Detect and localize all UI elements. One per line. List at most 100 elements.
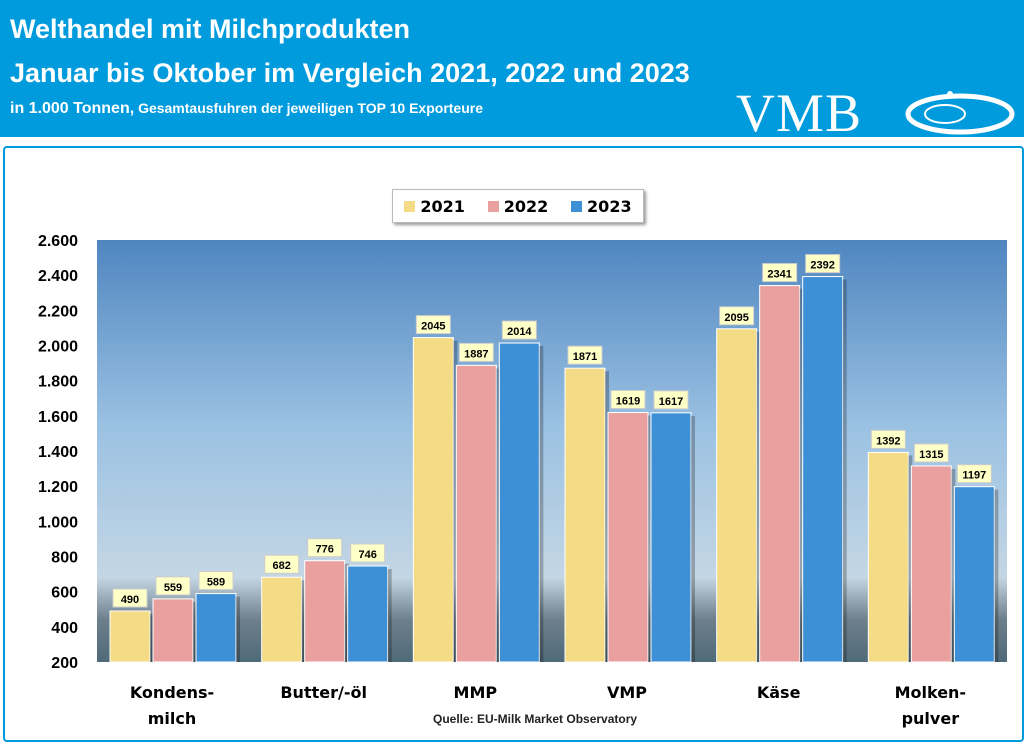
bar-2021	[564, 367, 606, 663]
y-tick-label: 1.200	[38, 479, 78, 496]
legend-swatch	[571, 200, 583, 212]
bar-shadow	[344, 563, 349, 662]
x-tick-label: VMP	[606, 683, 648, 702]
legend-item-2022: 2022	[487, 196, 549, 216]
bar-shadow	[842, 279, 847, 662]
data-label-box	[913, 443, 949, 463]
bar-shadow	[150, 614, 154, 662]
x-tick-label: Butter/-öl	[280, 683, 367, 702]
bar-2023	[347, 565, 389, 663]
data-label-box	[415, 315, 451, 335]
bar-shadow	[908, 455, 913, 662]
y-tick-label: 1.400	[38, 444, 78, 461]
y-tick-label: 600	[51, 585, 78, 602]
page-subtitle: Januar bis Oktober im Vergleich 2021, 20…	[10, 58, 690, 88]
data-label-box	[719, 306, 755, 326]
logo-swoosh-icon	[905, 91, 1015, 135]
legend-label: 2022	[503, 196, 549, 216]
y-tick-label: 200	[51, 655, 78, 672]
data-label: 1617	[659, 396, 683, 408]
data-label: 1887	[464, 348, 488, 360]
header: Welthandel mit Milchprodukten Januar bis…	[0, 0, 1024, 143]
page-title: Welthandel mit Milchprodukten	[10, 14, 411, 44]
data-label: 682	[272, 560, 290, 572]
bar-shadow	[387, 568, 392, 662]
data-label-box	[458, 342, 494, 362]
data-label: 2341	[767, 269, 791, 281]
data-label-box	[350, 543, 386, 563]
legend-item-2021: 2021	[404, 197, 465, 216]
bar-2023	[195, 593, 237, 663]
bar-shadow	[691, 415, 695, 662]
x-tick-label: Käse	[756, 683, 801, 702]
data-label-box	[264, 554, 300, 574]
bar-shadow	[496, 368, 501, 662]
legend-swatch	[404, 200, 416, 212]
x-tick-label: Kondens-milch	[129, 683, 215, 728]
bar-2021	[261, 576, 303, 663]
data-label: 2392	[810, 260, 834, 272]
bar-2023	[650, 412, 692, 663]
legend: 2021 2022 2023	[392, 189, 644, 223]
bar-2022	[759, 285, 801, 663]
bar-shadow	[539, 346, 544, 662]
bar-shadow	[648, 415, 652, 662]
bar-shadow	[799, 288, 804, 662]
legend-swatch	[487, 200, 499, 212]
y-tick-label: 2.200	[38, 303, 78, 320]
data-label-box	[112, 588, 148, 608]
source-note: Quelle: EU-Milk Market Observatory	[433, 712, 638, 726]
plot-background-photo	[97, 240, 1007, 662]
bar-shadow	[994, 489, 999, 662]
data-label: 2045	[421, 321, 445, 333]
legend-item-2023: 2023	[571, 197, 632, 216]
bar-shadow	[236, 596, 240, 662]
data-label-box	[762, 263, 798, 283]
bar-shadow	[605, 371, 609, 662]
data-label-box	[307, 538, 343, 558]
data-label: 776	[315, 544, 333, 556]
data-label: 1315	[919, 449, 943, 461]
data-label: 490	[121, 594, 139, 606]
y-tick-label: 400	[51, 620, 78, 637]
data-label-box	[653, 390, 689, 410]
data-label-box	[805, 254, 841, 274]
bar-shadow	[756, 331, 761, 662]
bar-2022	[455, 364, 497, 663]
unit-note-b: Gesamtausfuhren der jeweiligen TOP 10 Ex…	[138, 100, 483, 116]
data-label-box	[956, 464, 992, 484]
bar-2021	[412, 337, 454, 663]
y-tick-label: 1.800	[38, 374, 78, 391]
bar-2023	[498, 342, 540, 663]
y-tick-label: 2.600	[38, 233, 78, 250]
data-label: 1197	[962, 470, 986, 482]
data-label: 2014	[507, 326, 532, 338]
data-label: 1619	[616, 395, 640, 407]
bar-shadow	[301, 580, 306, 662]
x-tick-label: Molken-pulver	[894, 683, 967, 728]
unit-note: in 1.000 Tonnen, Gesamtausfuhren der jew…	[10, 100, 483, 118]
y-tick-label: 2.000	[38, 339, 78, 356]
bar-2022	[607, 411, 649, 663]
bar-2022	[152, 598, 194, 663]
vmb-logo: VMB	[736, 83, 863, 143]
bar-2021	[867, 451, 909, 663]
data-label: 559	[164, 582, 182, 594]
data-label-box	[567, 345, 603, 365]
data-label: 589	[207, 577, 225, 589]
bar-2023	[953, 486, 995, 663]
x-tick-label: MMP	[453, 683, 498, 702]
y-tick-label: 1.600	[38, 409, 78, 426]
data-label: 1392	[876, 435, 900, 447]
y-tick-label: 1.000	[38, 514, 78, 531]
data-label: 1871	[573, 351, 597, 363]
data-label-box	[501, 320, 537, 340]
bar-2022	[910, 465, 952, 663]
legend-label: 2023	[587, 196, 632, 216]
bar-2021	[716, 328, 758, 663]
data-label-box	[610, 389, 646, 409]
bar-shadow	[453, 340, 458, 662]
y-tick-label: 800	[51, 550, 78, 567]
data-label-box	[870, 429, 906, 449]
